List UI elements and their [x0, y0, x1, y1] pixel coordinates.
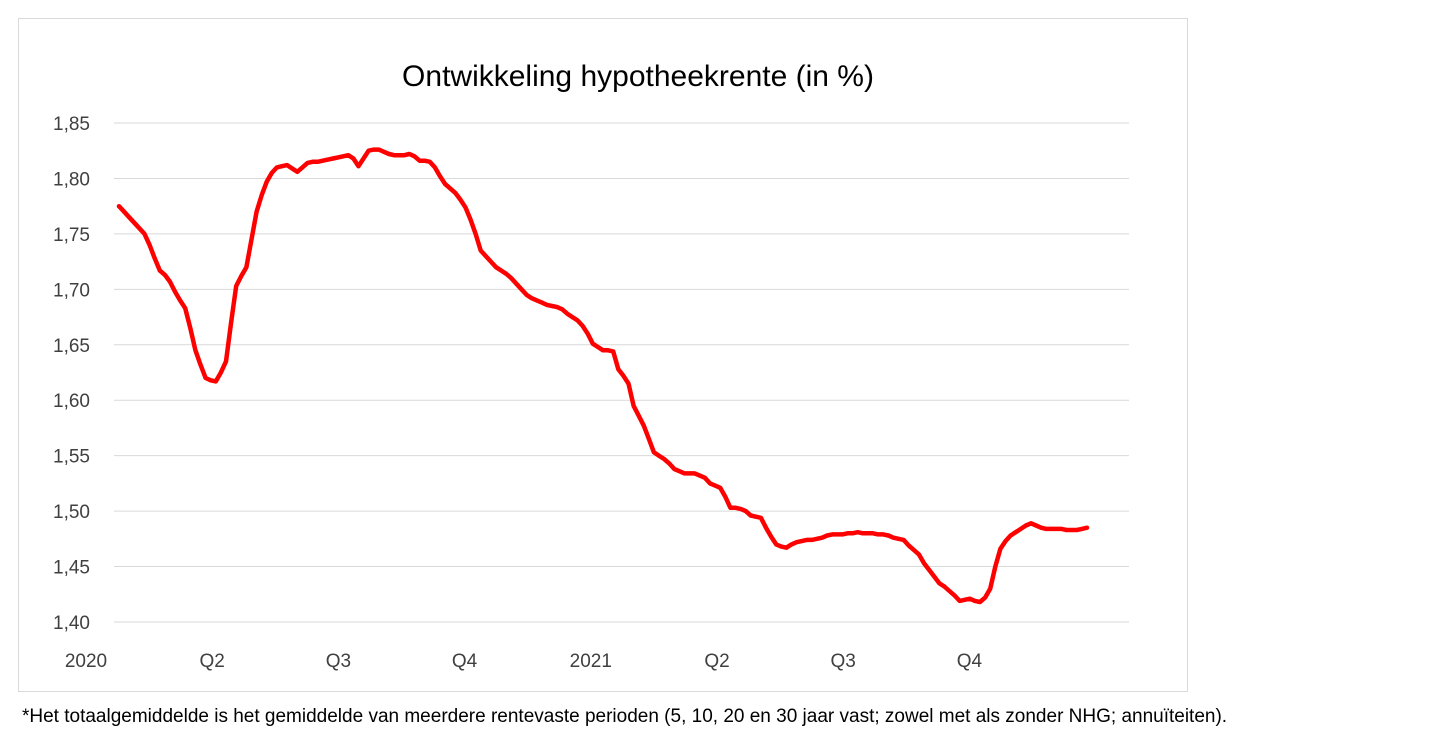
y-tick-label: 1,45: [53, 558, 90, 579]
y-tick-label: 1,65: [53, 336, 90, 357]
x-tick-label: 2021: [570, 651, 612, 672]
x-tick-label: 2020: [65, 651, 107, 672]
chart-title: Ontwikkeling hypotheekrente (in %): [402, 60, 874, 93]
x-axis-tick-labels: 2020 Q2 Q3 Q4 2021 Q2 Q3 Q4: [65, 651, 983, 672]
y-tick-label: 1,40: [53, 613, 90, 634]
y-tick-label: 1,50: [53, 502, 90, 523]
series-line: [116, 147, 1090, 605]
y-tick-label: 1,70: [53, 280, 90, 301]
y-tick-label: 1,80: [53, 169, 90, 190]
y-tick-label: 1,85: [53, 114, 90, 135]
x-tick-label: Q4: [452, 651, 478, 672]
y-tick-label: 1,55: [53, 447, 90, 468]
y-tick-label: 1,75: [53, 225, 90, 246]
gridlines: [114, 122, 1129, 623]
series-layer: [116, 147, 1090, 605]
x-tick-label: Q2: [704, 651, 729, 672]
x-tick-label: Q2: [200, 651, 225, 672]
y-axis-tick-labels: 1,85 1,80 1,75 1,70 1,65 1,60 1,55 1,50 1,45 1,40: [53, 114, 90, 634]
chart-frame: Ontwikkeling hypotheekrente (in %) 1,85 1…: [18, 18, 1188, 692]
x-tick-label: Q4: [957, 651, 983, 672]
x-tick-label: Q3: [326, 651, 351, 672]
x-tick-label: Q3: [831, 651, 856, 672]
line-chart: Ontwikkeling hypotheekrente (in %) 1,851…: [53, 60, 1129, 672]
footnote: *Het totaalgemiddelde is het gemiddelde …: [22, 706, 1228, 727]
y-tick-label: 1,60: [53, 391, 90, 412]
